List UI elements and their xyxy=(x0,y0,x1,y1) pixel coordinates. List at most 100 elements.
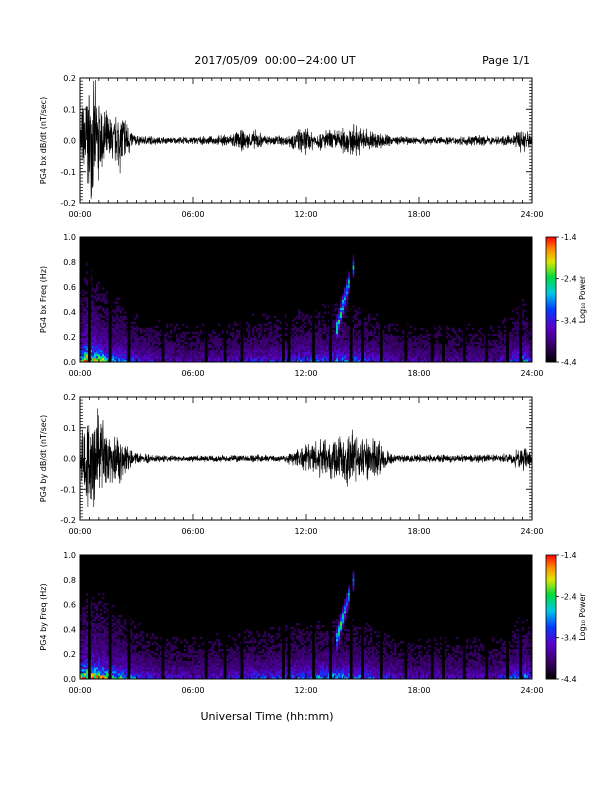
y-tick-label: 0.0 xyxy=(63,675,76,684)
y-tick-label: 0.6 xyxy=(63,283,76,292)
data-gap xyxy=(329,237,332,362)
data-gap xyxy=(240,555,244,679)
data-gap xyxy=(430,555,434,679)
x-tick-label: 12:00 xyxy=(294,369,317,378)
x-tick-label: 24:00 xyxy=(520,369,543,378)
colorbar-tick-label: -1.4 xyxy=(561,233,577,242)
colorbar-tick-label: -4.4 xyxy=(561,358,577,367)
y-tick-label: 0.4 xyxy=(63,308,76,317)
x-axis-label: Universal Time (hh:mm) xyxy=(201,710,334,723)
data-gap xyxy=(282,237,285,362)
colorbar-label: Log₁₀ Power xyxy=(578,275,587,323)
data-gap xyxy=(442,237,445,362)
x-tick-label: 12:00 xyxy=(294,527,317,536)
y-tick-label: 0.1 xyxy=(63,424,76,433)
data-gap xyxy=(349,555,353,679)
x-tick-label: 24:00 xyxy=(520,527,543,536)
data-gap xyxy=(161,555,165,679)
data-gap xyxy=(127,237,131,362)
data-gap xyxy=(312,237,315,362)
y-tick-label: 0.0 xyxy=(63,358,76,367)
page-number: Page 1/1 xyxy=(482,54,530,67)
panel-1: -0.2 -0.1 0.0 0.1 0.2 00:00 06:00 12:00 18:00 24:… xyxy=(39,74,544,219)
y-tick-label: 0.8 xyxy=(63,576,76,585)
y-tick-label: -0.2 xyxy=(60,516,76,525)
data-gap xyxy=(223,237,227,362)
x-tick-label: 12:00 xyxy=(294,686,317,695)
x-tick-label: 12:00 xyxy=(294,210,317,219)
colorbar: -1.4 -2.4 -3.4 -4.4 Log₁₀ Power xyxy=(545,233,587,367)
data-gap xyxy=(88,237,91,362)
panel-3: -0.2 -0.1 0.0 0.1 0.2 00:00 06:00 12:00 18:00 24:… xyxy=(39,393,544,536)
series-line xyxy=(80,80,532,200)
x-tick-label: 06:00 xyxy=(181,686,204,695)
y-tick-label: 0.1 xyxy=(63,105,76,114)
data-gap xyxy=(287,237,291,362)
data-gap xyxy=(240,237,244,362)
data-gap xyxy=(442,555,445,679)
y-tick-label: 0.2 xyxy=(63,650,76,659)
data-gap xyxy=(519,555,523,679)
data-gap xyxy=(127,555,131,679)
y-tick-label: 0.0 xyxy=(63,137,76,146)
x-tick-label: 00:00 xyxy=(68,210,91,219)
spectrogram-cells xyxy=(80,555,532,679)
x-tick-label: 18:00 xyxy=(407,686,430,695)
y-tick-label: 1.0 xyxy=(63,551,76,560)
data-gap xyxy=(379,237,383,362)
colorbar-tick-label: -3.4 xyxy=(561,634,577,643)
data-gap xyxy=(361,555,364,679)
x-tick-label: 06:00 xyxy=(181,369,204,378)
data-gap xyxy=(108,555,112,679)
x-tick-label: 18:00 xyxy=(407,210,430,219)
data-gap xyxy=(485,237,489,362)
series-line xyxy=(80,408,532,508)
data-gap xyxy=(282,555,285,679)
data-gap xyxy=(349,237,353,362)
y-tick-label: -0.1 xyxy=(60,485,76,494)
colorbar-tick-label: -3.4 xyxy=(561,316,577,325)
y-tick-label: 0.6 xyxy=(63,601,76,610)
data-gap xyxy=(485,555,489,679)
data-gap xyxy=(462,237,466,362)
data-gap xyxy=(430,237,434,362)
data-gap xyxy=(361,237,364,362)
colorbar-tick-label: -2.4 xyxy=(561,275,577,284)
colorbar-label: Log₁₀ Power xyxy=(578,593,587,641)
y-axis-label: PG4 by Freq (Hz) xyxy=(39,583,48,650)
spectrogram-cells xyxy=(80,237,532,362)
y-tick-label: 0.0 xyxy=(63,455,76,464)
data-gap xyxy=(379,555,383,679)
data-gap xyxy=(462,555,466,679)
x-tick-label: 18:00 xyxy=(407,369,430,378)
y-axis-label: PG4 bx Freq (Hz) xyxy=(39,266,48,333)
panel-2: -1.4 -2.4 -3.4 -4.4 Log₁₀ Power 0.0 0.2 0.4 0.6 0… xyxy=(39,233,587,378)
y-axis-label: PG4 by dB/dt (nT/sec) xyxy=(39,415,48,502)
y-axis-label: PG4 bx dB/dt (nT/sec) xyxy=(39,97,48,184)
colorbar-tick-label: -4.4 xyxy=(561,675,577,684)
y-tick-label: 1.0 xyxy=(63,233,76,242)
data-gap xyxy=(312,555,315,679)
y-tick-label: -0.1 xyxy=(60,168,76,177)
data-gap xyxy=(88,555,91,679)
y-tick-label: 0.8 xyxy=(63,258,76,267)
colorbar-tick-label: -2.4 xyxy=(561,592,577,601)
x-tick-label: 18:00 xyxy=(407,527,430,536)
x-tick-label: 06:00 xyxy=(181,210,204,219)
date-range-title: 2017/05/09 00:00−24:00 UT xyxy=(194,54,356,67)
x-tick-label: 24:00 xyxy=(520,686,543,695)
data-gap xyxy=(287,555,291,679)
data-gap xyxy=(404,237,408,362)
y-tick-label: 0.2 xyxy=(63,333,76,342)
data-gap xyxy=(404,555,408,679)
data-gap xyxy=(223,555,227,679)
data-gap xyxy=(108,237,112,362)
data-gap xyxy=(506,555,509,679)
x-tick-label: 24:00 xyxy=(520,210,543,219)
data-gap xyxy=(519,237,523,362)
x-tick-label: 00:00 xyxy=(68,686,91,695)
colorbar-tick-label: -1.4 xyxy=(561,551,577,560)
data-gap xyxy=(204,555,208,679)
data-gap xyxy=(329,555,332,679)
y-tick-label: 0.2 xyxy=(63,74,76,83)
